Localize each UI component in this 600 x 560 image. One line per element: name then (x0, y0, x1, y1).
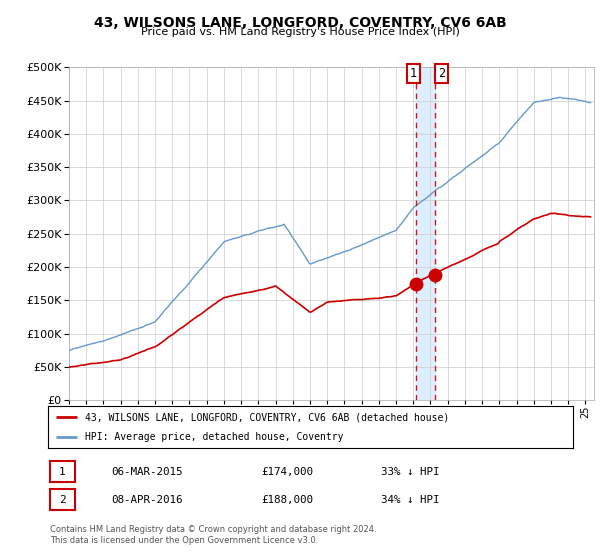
Text: 2: 2 (438, 67, 445, 81)
Text: 2: 2 (59, 494, 66, 505)
Text: Price paid vs. HM Land Registry's House Price Index (HPI): Price paid vs. HM Land Registry's House … (140, 27, 460, 37)
Text: £174,000: £174,000 (261, 466, 313, 477)
Text: 06-MAR-2015: 06-MAR-2015 (111, 466, 182, 477)
Text: 1: 1 (59, 466, 66, 477)
Text: 33% ↓ HPI: 33% ↓ HPI (381, 466, 439, 477)
Text: 43, WILSONS LANE, LONGFORD, COVENTRY, CV6 6AB: 43, WILSONS LANE, LONGFORD, COVENTRY, CV… (94, 16, 506, 30)
Text: HPI: Average price, detached house, Coventry: HPI: Average price, detached house, Cove… (85, 432, 343, 442)
Text: £188,000: £188,000 (261, 494, 313, 505)
Text: 43, WILSONS LANE, LONGFORD, COVENTRY, CV6 6AB (detached house): 43, WILSONS LANE, LONGFORD, COVENTRY, CV… (85, 412, 449, 422)
Text: 08-APR-2016: 08-APR-2016 (111, 494, 182, 505)
Text: Contains HM Land Registry data © Crown copyright and database right 2024.
This d: Contains HM Land Registry data © Crown c… (50, 525, 376, 545)
Text: 1: 1 (410, 67, 417, 81)
Bar (416, 67, 435, 400)
Text: 34% ↓ HPI: 34% ↓ HPI (381, 494, 439, 505)
